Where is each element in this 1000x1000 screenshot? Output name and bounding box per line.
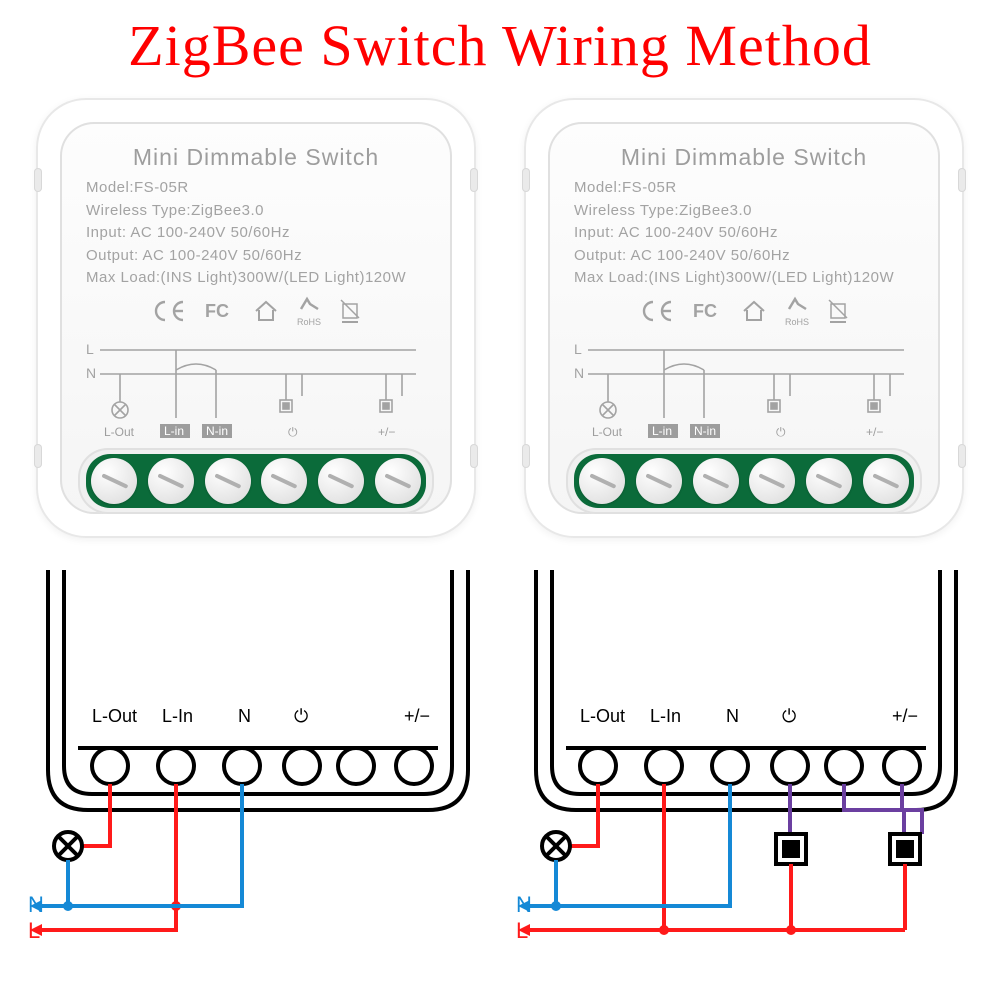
terminal-strip xyxy=(566,448,922,514)
wiring-diagram-with-switches: L-Out L-In N ⏻ +/− xyxy=(516,570,976,970)
mount-notch xyxy=(34,444,42,468)
mount-notch xyxy=(34,168,42,192)
terminal-screw xyxy=(693,458,739,504)
rohs-icon: RoHS xyxy=(297,296,321,327)
wiring-diagram-basic: L-Out L-In N ⏻ +/− N L xyxy=(28,570,488,970)
mount-notch xyxy=(522,168,530,192)
device-module-right: Mini Dimmable Switch Model:FS-05R Wirele… xyxy=(524,98,964,538)
svg-text:L-Out: L-Out xyxy=(592,425,623,439)
ce-icon xyxy=(639,299,675,323)
term-label: ⏻ xyxy=(294,706,308,726)
svg-text:FC: FC xyxy=(693,301,717,321)
mount-notch xyxy=(958,168,966,192)
svg-text:FC: FC xyxy=(205,301,229,321)
mount-notch xyxy=(470,444,478,468)
terminal-screw xyxy=(318,458,364,504)
internal-schematic: L N L-Out xyxy=(574,340,914,440)
terminal-screw xyxy=(579,458,625,504)
label-N: N xyxy=(86,365,96,381)
spec-line: Max Load:(INS Light)300W/(LED Light)120W xyxy=(86,267,426,290)
spec-line: Model:FS-05R xyxy=(86,177,426,200)
svg-text:⏻: ⏻ xyxy=(288,425,298,439)
svg-text:⏻: ⏻ xyxy=(782,706,796,726)
mount-notch xyxy=(470,168,478,192)
svg-text:N-in: N-in xyxy=(206,424,228,438)
terminal-screw xyxy=(261,458,307,504)
spec-line: Max Load:(INS Light)300W/(LED Light)120W xyxy=(574,267,914,290)
mount-notch xyxy=(958,444,966,468)
svg-text:L-in: L-in xyxy=(164,424,184,438)
spec-line: Model:FS-05R xyxy=(574,177,914,200)
device-title: Mini Dimmable Switch xyxy=(86,144,426,171)
terminal-screw xyxy=(91,458,137,504)
fcc-icon: FC xyxy=(205,299,235,323)
certification-icons: FC RoHS xyxy=(574,296,914,327)
terminal-strip xyxy=(78,448,434,514)
device-module-left: Mini Dimmable Switch Model:FS-05R Wirele… xyxy=(36,98,476,538)
spec-line: Output: AC 100-240V 50/60Hz xyxy=(574,245,914,268)
device-title: Mini Dimmable Switch xyxy=(574,144,914,171)
term-label: L-In xyxy=(162,706,193,726)
svg-text:N: N xyxy=(726,706,739,726)
svg-text:⏻: ⏻ xyxy=(776,425,786,439)
label-lout: L-Out xyxy=(104,425,135,439)
house-icon xyxy=(253,299,279,323)
weee-icon xyxy=(339,298,361,324)
svg-text:+/−: +/− xyxy=(866,425,883,439)
svg-text:L: L xyxy=(574,341,582,357)
terminal-screw xyxy=(205,458,251,504)
term-label: +/− xyxy=(404,706,430,726)
svg-text:L-Out: L-Out xyxy=(580,706,625,726)
svg-text:N: N xyxy=(574,365,584,381)
spec-line: Input: AC 100-240V 50/60Hz xyxy=(86,222,426,245)
spec-line: Output: AC 100-240V 50/60Hz xyxy=(86,245,426,268)
spec-line: Wireless Type:ZigBee3.0 xyxy=(574,200,914,223)
page-title: ZigBee Switch Wiring Method xyxy=(0,12,1000,79)
mount-notch xyxy=(522,444,530,468)
svg-text:N-in: N-in xyxy=(694,424,716,438)
house-icon xyxy=(741,299,767,323)
internal-schematic: L N L-Ou xyxy=(86,340,426,440)
terminal-screw xyxy=(148,458,194,504)
weee-icon xyxy=(827,298,849,324)
svg-text:+/−: +/− xyxy=(892,706,918,726)
svg-text:+/−: +/− xyxy=(378,425,395,439)
ce-icon xyxy=(151,299,187,323)
term-label: N xyxy=(238,706,251,726)
fcc-icon: FC xyxy=(693,299,723,323)
terminal-screw xyxy=(375,458,421,504)
label-L: L xyxy=(86,341,94,357)
spec-line: Input: AC 100-240V 50/60Hz xyxy=(574,222,914,245)
terminal-screw xyxy=(749,458,795,504)
terminal-screw xyxy=(863,458,909,504)
svg-text:L-in: L-in xyxy=(652,424,672,438)
certification-icons: FC RoHS xyxy=(86,296,426,327)
terminal-screw xyxy=(806,458,852,504)
terminal-screw xyxy=(636,458,682,504)
rohs-icon: RoHS xyxy=(785,296,809,327)
svg-text:L-In: L-In xyxy=(650,706,681,726)
term-label: L-Out xyxy=(92,706,137,726)
spec-line: Wireless Type:ZigBee3.0 xyxy=(86,200,426,223)
